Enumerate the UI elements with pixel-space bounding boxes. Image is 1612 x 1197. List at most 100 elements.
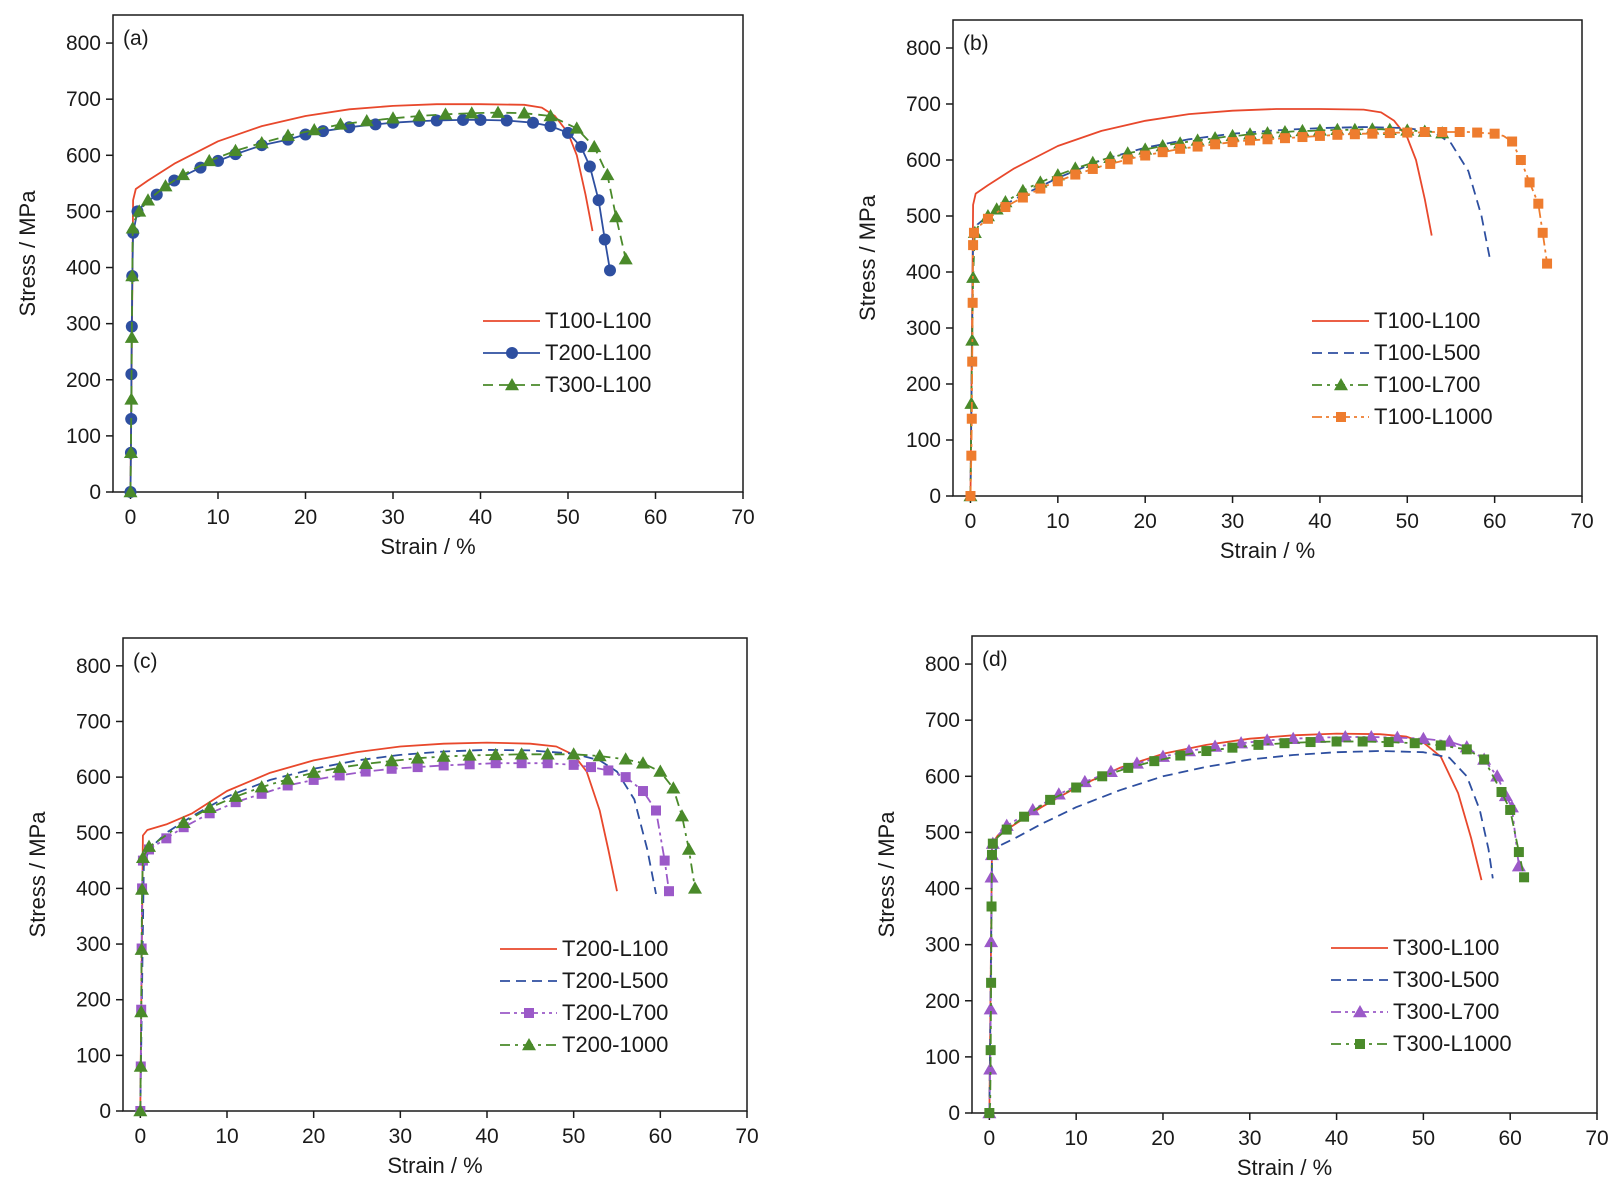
panel-b-legend-label: T100-L500 [1374, 340, 1480, 365]
panel-c-data-point [653, 764, 668, 777]
panel-c-legend-label: T200-L100 [562, 936, 668, 961]
panel-b-data-point [1297, 132, 1308, 143]
panel-d-series-line [988, 736, 1520, 1114]
panel-c-data-point [410, 751, 425, 764]
panel-a-y-tick-label: 500 [66, 200, 101, 223]
panel-a-x-tick-label: 10 [206, 506, 229, 529]
panel-d-x-axis-label: Strain / % [1237, 1155, 1332, 1180]
panel-d-x-tick-label: 30 [1238, 1127, 1261, 1150]
panel-a-x-tick-label: 40 [469, 506, 492, 529]
panel-c-x-axis-label: Strain / % [387, 1153, 482, 1178]
panel-a-data-point [438, 107, 453, 120]
panel-d-y-tick-label: 100 [925, 1046, 960, 1069]
panel-a-legend-label: T300-L100 [545, 372, 651, 397]
panel-b-x-axis-label: Strain / % [1220, 538, 1315, 563]
panel-a-y-tick-label: 0 [89, 481, 101, 504]
panel-d-x-tick-label: 70 [1585, 1127, 1608, 1150]
panel-d-series-4 [984, 736, 1530, 1118]
panel-c-series-2 [139, 749, 657, 1112]
panel-c-data-point [142, 839, 156, 852]
panel-a-legend-marker [505, 378, 519, 391]
panel-d-data-point [986, 849, 997, 860]
panel-b-data-point [1227, 137, 1238, 148]
panel-d-data-point [983, 1062, 998, 1075]
panel-d-x-tick-label: 50 [1412, 1127, 1435, 1150]
panel-b-data-point [1533, 198, 1544, 209]
panel-d-x-tick-label: 40 [1325, 1127, 1348, 1150]
panel-a: 0 10 20 30 40 50 60 700100200300400500600700800… [15, 14, 755, 559]
panel-b-y-tick-label: 700 [906, 93, 941, 116]
panel-c-x-tick-label: 40 [475, 1125, 498, 1148]
panel-b-data-point [1017, 192, 1028, 203]
panel-c-legend-marker [524, 1008, 534, 1018]
panel-b-data-point [1402, 127, 1413, 138]
panel-d-data-point [1208, 739, 1223, 752]
panel-a-data-point [202, 153, 217, 167]
panel-d-data-point [1409, 738, 1420, 749]
panel-d-series-1 [988, 732, 1483, 1114]
panel-a-legend: T100-L100 T200-L100 T300-L100 [483, 308, 651, 397]
panel-b-data-point [1349, 129, 1360, 140]
panel-b-y-tick-label: 200 [906, 373, 941, 396]
panel-d-data-point [986, 901, 997, 912]
panel-d-y-axis-label: Stress / MPa [874, 811, 899, 938]
panel-d-legend-marker [1353, 1005, 1367, 1018]
panel-d-data-point [1338, 730, 1353, 743]
panel-a-x-axis-label: Strain / % [380, 534, 475, 559]
panel-b-legend-marker [1336, 412, 1346, 422]
panel-a-y-tick-label: 800 [66, 32, 101, 55]
panel-b-data-point [1332, 129, 1343, 140]
panel-c-series-line [139, 753, 696, 1112]
panel-b-data-point [1384, 128, 1395, 139]
panel-c-legend-label: T200-L500 [562, 968, 668, 993]
panel-a-data-point [176, 167, 190, 181]
panel-d-data-point [1505, 804, 1516, 815]
panel-a-data-point [281, 128, 295, 141]
panel-b-y-tick-label: 500 [906, 205, 941, 228]
panel-b-data-point [1314, 130, 1325, 141]
panel-a-y-tick-label: 300 [66, 313, 101, 336]
panel-d-y-tick-label: 400 [925, 878, 960, 901]
panel-a-y-tick-label: 200 [66, 369, 101, 392]
panel-d-y-tick-label: 500 [925, 821, 960, 844]
panel-c-data-point [603, 765, 614, 776]
panel-b-y-tick-label: 600 [906, 149, 941, 172]
panel-d-legend: T300-L100 T300-L500 T300-L700 T300-L1000 [1331, 935, 1512, 1056]
panel-d-data-point [1234, 736, 1249, 749]
panel-d-data-point [1461, 744, 1472, 755]
panel-d-x-tick-label: 20 [1151, 1127, 1174, 1150]
panel-a-data-point [132, 204, 147, 217]
panel-d-data-point [1519, 872, 1530, 883]
panel-c-x-tick-label: 50 [562, 1125, 585, 1148]
panel-c-series-line [139, 749, 657, 1112]
panel-d-data-point [1390, 730, 1405, 743]
panel-c-x-tick-label: 20 [302, 1125, 325, 1148]
panel-c-data-point [280, 772, 295, 785]
panel-a-data-point [544, 120, 557, 133]
panel-d-series-3 [982, 730, 1526, 1119]
panel-a-data-point [618, 252, 633, 265]
panel-d-x-tick-label: 10 [1064, 1127, 1087, 1150]
panel-c-data-point [675, 809, 689, 822]
panel-d-legend-label: T300-L100 [1393, 935, 1499, 960]
panel-a-series-line [129, 119, 611, 493]
panel-b-data-point [1367, 128, 1378, 139]
panel-c-y-tick-label: 700 [76, 710, 111, 733]
panel-b-data-point [1052, 176, 1063, 187]
panel-a-data-point [598, 233, 611, 246]
panel-a-legend-marker [506, 347, 518, 359]
panel-d-legend-marker [1355, 1039, 1365, 1049]
panel-a-data-point [604, 264, 616, 277]
panel-b-x-tick-label: 60 [1483, 510, 1506, 533]
panel-b-data-point [1122, 154, 1133, 165]
panel-b-data-point [1087, 163, 1098, 174]
panel-b-legend: T100-L100 T100-L500 T100-L700 T100-L1000 [1312, 308, 1493, 429]
panel-b-y-axis-label: Stress / MPa [855, 194, 880, 321]
panel-c-data-point [134, 1004, 149, 1018]
panel-c-data-point [566, 747, 581, 760]
panel-d-data-point [1123, 762, 1134, 773]
panel-c-data-point [306, 765, 321, 778]
panel-b-data-point [1507, 136, 1518, 147]
panel-a-data-point [141, 193, 155, 206]
panel-d-data-point [1260, 733, 1275, 746]
